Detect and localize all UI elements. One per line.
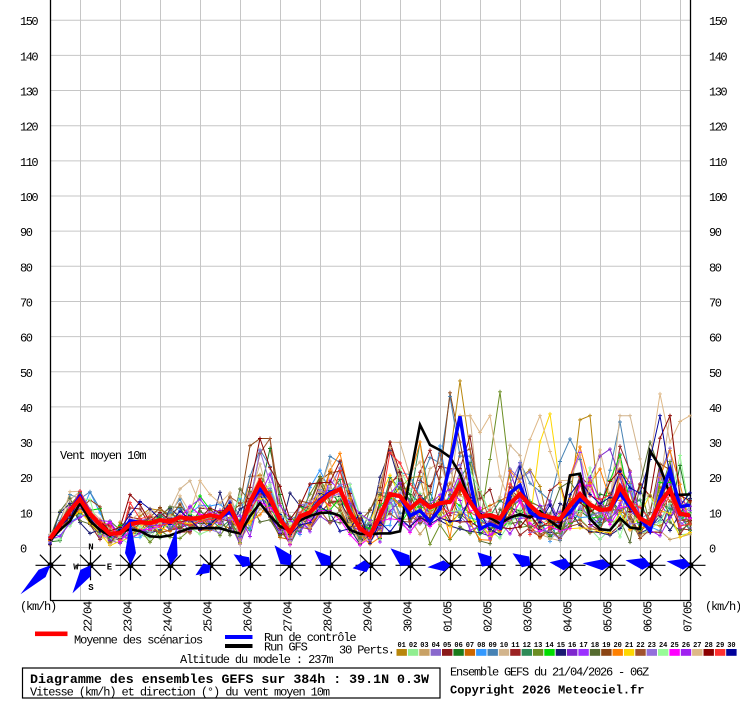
svg-text:07: 07	[466, 642, 474, 650]
svg-text:150: 150	[709, 15, 727, 29]
svg-text:80: 80	[709, 261, 722, 275]
svg-text:19: 19	[602, 642, 610, 650]
svg-text:30: 30	[20, 437, 33, 451]
svg-text:0: 0	[709, 543, 716, 557]
svg-text:E: E	[107, 563, 113, 573]
svg-text:(km/h): (km/h)	[705, 600, 740, 614]
svg-text:90: 90	[20, 226, 33, 240]
svg-text:20: 20	[20, 472, 33, 486]
svg-text:24/04: 24/04	[162, 601, 176, 632]
svg-text:150: 150	[20, 15, 38, 29]
svg-text:10: 10	[500, 642, 508, 650]
svg-text:80: 80	[20, 261, 33, 275]
svg-text:10: 10	[20, 507, 33, 521]
svg-text:110: 110	[20, 156, 38, 170]
svg-text:29: 29	[716, 642, 724, 650]
svg-text:01/05: 01/05	[442, 601, 456, 632]
svg-text:60: 60	[20, 332, 33, 346]
svg-text:N: N	[88, 543, 93, 553]
svg-text:23/04: 23/04	[122, 601, 136, 632]
svg-text:Altitude du modele : 237m: Altitude du modele : 237m	[180, 653, 333, 667]
svg-text:25: 25	[670, 642, 678, 650]
svg-text:28/04: 28/04	[322, 601, 336, 632]
svg-text:90: 90	[709, 226, 722, 240]
svg-text:110: 110	[709, 156, 727, 170]
svg-text:22: 22	[636, 642, 644, 650]
svg-text:16: 16	[568, 642, 576, 650]
svg-text:Copyright 2026 Meteociel.fr: Copyright 2026 Meteociel.fr	[450, 684, 644, 698]
svg-text:23: 23	[648, 642, 656, 650]
svg-text:27: 27	[693, 642, 701, 650]
svg-text:06/05: 06/05	[642, 601, 656, 632]
svg-text:30: 30	[727, 642, 735, 650]
svg-text:Moyenne des scénarios: Moyenne des scénarios	[74, 634, 203, 648]
svg-text:30/04: 30/04	[402, 601, 416, 632]
svg-text:Vitesse (km/h) et direction (°: Vitesse (km/h) et direction (°) du vent …	[30, 686, 330, 700]
svg-text:120: 120	[709, 121, 727, 135]
svg-text:24: 24	[659, 642, 667, 650]
svg-text:09: 09	[488, 642, 496, 650]
svg-text:50: 50	[20, 367, 33, 381]
svg-text:25/04: 25/04	[202, 601, 216, 632]
svg-text:21: 21	[625, 642, 633, 650]
svg-text:50: 50	[709, 367, 722, 381]
svg-text:Run GFS: Run GFS	[264, 641, 308, 655]
svg-text:03: 03	[420, 642, 428, 650]
svg-text:0: 0	[20, 543, 27, 557]
svg-text:04: 04	[432, 642, 440, 650]
svg-text:03/05: 03/05	[522, 601, 536, 632]
svg-text:28: 28	[704, 642, 712, 650]
svg-text:17: 17	[579, 642, 587, 650]
svg-text:06: 06	[454, 642, 462, 650]
svg-text:10: 10	[709, 507, 722, 521]
svg-text:140: 140	[20, 50, 38, 64]
svg-text:13: 13	[534, 642, 542, 650]
svg-text:130: 130	[709, 86, 727, 100]
svg-text:11: 11	[511, 642, 519, 650]
svg-text:100: 100	[709, 191, 727, 205]
svg-text:30: 30	[709, 437, 722, 451]
svg-text:02/05: 02/05	[482, 601, 496, 632]
svg-text:70: 70	[709, 296, 722, 310]
svg-text:140: 140	[709, 50, 727, 64]
svg-text:27/04: 27/04	[282, 601, 296, 632]
svg-text:02: 02	[409, 642, 417, 650]
svg-text:70: 70	[20, 296, 33, 310]
svg-text:07/05: 07/05	[682, 601, 696, 632]
svg-text:04/05: 04/05	[562, 601, 576, 632]
svg-text:22/04: 22/04	[82, 601, 96, 632]
svg-text:Diagramme des ensembles GEFS s: Diagramme des ensembles GEFS sur 384h : …	[30, 672, 429, 687]
svg-text:30 Perts.: 30 Perts.	[339, 644, 394, 658]
svg-text:(km/h): (km/h)	[20, 600, 56, 614]
svg-text:05/05: 05/05	[602, 601, 616, 632]
svg-text:40: 40	[20, 402, 33, 416]
svg-text:Vent moyen 10m: Vent moyen 10m	[60, 449, 146, 463]
svg-text:20: 20	[709, 472, 722, 486]
svg-text:29/04: 29/04	[362, 601, 376, 632]
svg-text:60: 60	[709, 332, 722, 346]
svg-text:20: 20	[613, 642, 621, 650]
svg-text:14: 14	[545, 642, 553, 650]
svg-text:12: 12	[523, 642, 531, 650]
svg-text:26/04: 26/04	[242, 601, 256, 632]
svg-text:100: 100	[20, 191, 38, 205]
svg-text:26: 26	[682, 642, 690, 650]
svg-text:18: 18	[591, 642, 599, 650]
svg-text:01: 01	[397, 642, 405, 650]
svg-text:W: W	[73, 563, 79, 573]
svg-text:40: 40	[709, 402, 722, 416]
svg-text:05: 05	[443, 642, 451, 650]
svg-text:Run de contrôle: Run de contrôle	[264, 631, 356, 645]
svg-text:15: 15	[557, 642, 565, 650]
svg-text:Ensemble GEFS du 21/04/2026 -: Ensemble GEFS du 21/04/2026 - 06Z	[450, 666, 649, 680]
svg-text:S: S	[88, 583, 94, 593]
svg-text:120: 120	[20, 121, 38, 135]
svg-text:08: 08	[477, 642, 485, 650]
svg-text:130: 130	[20, 86, 38, 100]
